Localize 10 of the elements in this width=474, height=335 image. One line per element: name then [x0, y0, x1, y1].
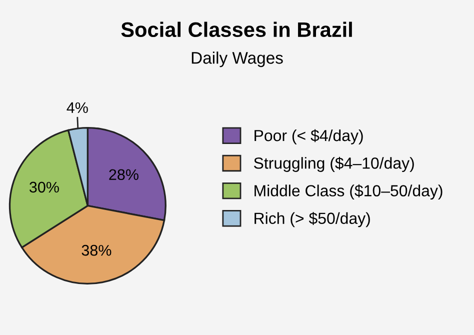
- chart-subtitle: Daily Wages: [192, 52, 283, 68]
- data-label: 30%: [30, 182, 59, 193]
- data-label: 4%: [66, 102, 88, 114]
- data-label: 28%: [109, 169, 138, 180]
- legend-label: Struggling ($4–10/day): [254, 156, 414, 172]
- legend-label: Middle Class ($10–50/day): [254, 184, 442, 200]
- legend-label: Rich (> $50/day): [254, 212, 370, 228]
- data-label: 38%: [82, 244, 112, 256]
- legend-label: Poor (< $4/day): [254, 129, 363, 144]
- chart-title: Social Classes in Brazil: [121, 22, 352, 38]
